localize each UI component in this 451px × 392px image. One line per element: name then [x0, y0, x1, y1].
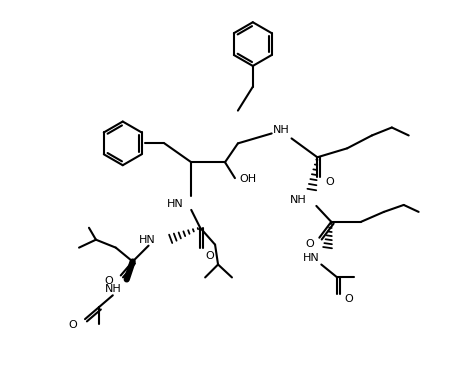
Text: O: O	[206, 250, 215, 261]
Text: O: O	[345, 294, 354, 304]
Text: NH: NH	[290, 195, 306, 205]
Text: HN: HN	[166, 199, 183, 209]
Text: OH: OH	[239, 174, 257, 184]
Text: O: O	[69, 320, 78, 330]
Text: HN: HN	[139, 235, 156, 245]
Text: HN: HN	[303, 252, 319, 263]
Text: O: O	[305, 239, 314, 249]
Text: O: O	[105, 276, 113, 287]
Text: O: O	[325, 177, 334, 187]
Text: NH: NH	[273, 125, 290, 136]
Text: NH: NH	[105, 284, 121, 294]
